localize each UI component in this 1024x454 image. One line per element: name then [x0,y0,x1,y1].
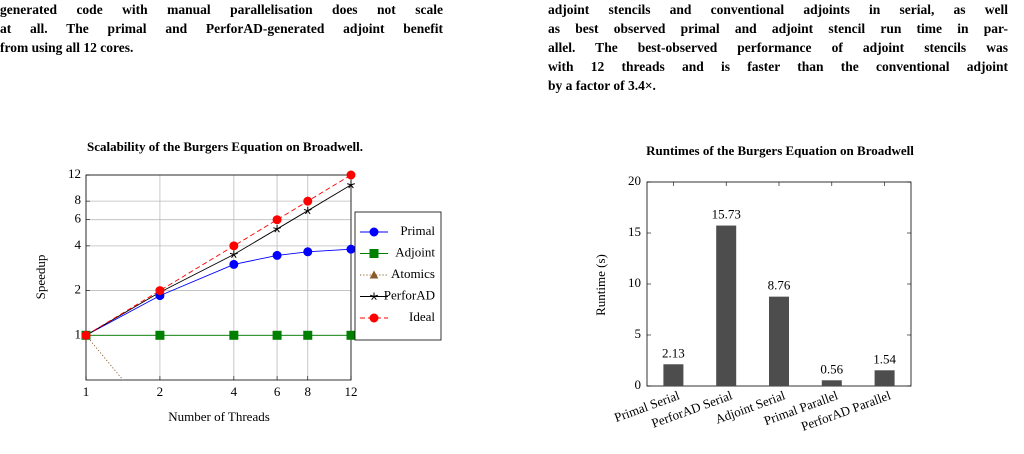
x-tick-label: 8 [305,384,312,399]
series-line [86,184,351,336]
y-tick-label: 20 [628,173,641,188]
series-line [86,248,351,336]
marker [155,286,165,296]
y-tick-label: 1 [75,326,82,341]
x-tick-label: 2 [157,384,164,399]
text-line: generated code with manual parallelisati… [0,2,443,17]
legend-label: Atomics [391,266,435,281]
x-tick-label: 6 [274,384,281,399]
marker [229,259,239,269]
x-tick-label: 12 [345,384,358,399]
legend-box [354,211,442,341]
legend-label: PerforAD [384,287,435,302]
marker [229,250,238,259]
y-tick-label: 6 [75,211,82,226]
marker [229,330,239,340]
text-line: from using all 12 cores. [0,40,134,55]
value-label: 8.76 [768,278,791,293]
marker [229,241,239,251]
marker [303,196,313,206]
x-axis-label: Number of Threads [168,409,270,424]
text-line: allel. The best-observed performance of … [548,40,1008,55]
legend-label: Ideal [409,309,435,324]
marker [272,215,282,225]
value-label: 1.54 [873,351,896,366]
marker [346,244,356,254]
marker [81,330,91,340]
y-tick-label: 10 [628,275,641,290]
legend-label: Primal [400,223,435,238]
marker [369,313,379,323]
y-tick-label: 15 [628,224,641,239]
marker [346,330,356,340]
y-tick-label: 2 [75,282,82,297]
marker [273,224,282,233]
marker [303,247,313,257]
y-axis-label: Runtime (s) [593,254,608,316]
text-line: by a factor of 3.4×. [548,78,656,93]
series-line [86,175,351,336]
x-tick-label: 4 [231,384,238,399]
y-tick-label: 0 [635,377,642,392]
marker [303,330,313,340]
value-label: 2.13 [662,345,685,360]
marker [346,170,356,180]
legend-label: Adjoint [395,244,435,259]
marker [347,180,355,189]
x-tick-label: 1 [83,384,90,399]
y-axis-label: Speedup [33,255,48,300]
bar [663,364,684,386]
marker [369,270,379,279]
plot-frame [85,174,352,381]
bar [874,370,895,386]
text-line: at all. The primal and PerforAD-generate… [0,21,443,36]
marker [303,206,312,215]
series-line [86,335,124,380]
marker [369,227,379,237]
bar [769,296,789,386]
marker [370,292,378,301]
value-label: 15.73 [712,207,741,222]
plot-area [86,175,351,380]
y-tick-label: 12 [68,166,81,181]
y-tick-label: 8 [75,192,82,207]
y-tick-label: 4 [75,237,82,252]
text-line: with 12 threads and is faster than the c… [548,59,1008,74]
marker [369,249,379,258]
right-paragraph: adjoint stencils and conventional adjoin… [548,0,1008,95]
text-line: as best observed primal and adjoint sten… [548,21,1008,36]
marker [155,330,165,340]
chart-title: Runtimes of the Burgers Equation on Broa… [646,143,914,158]
bar [716,225,737,386]
text-line: adjoint stencils and conventional adjoin… [548,2,1008,17]
bar [821,380,842,386]
value-label: 0.56 [820,361,843,376]
left-paragraph: generated code with manual parallelisati… [0,0,443,57]
marker [272,330,282,340]
marker [272,250,282,260]
chart-title: Scalability of the Burgers Equation on B… [87,139,363,154]
y-tick-label: 5 [635,326,642,341]
